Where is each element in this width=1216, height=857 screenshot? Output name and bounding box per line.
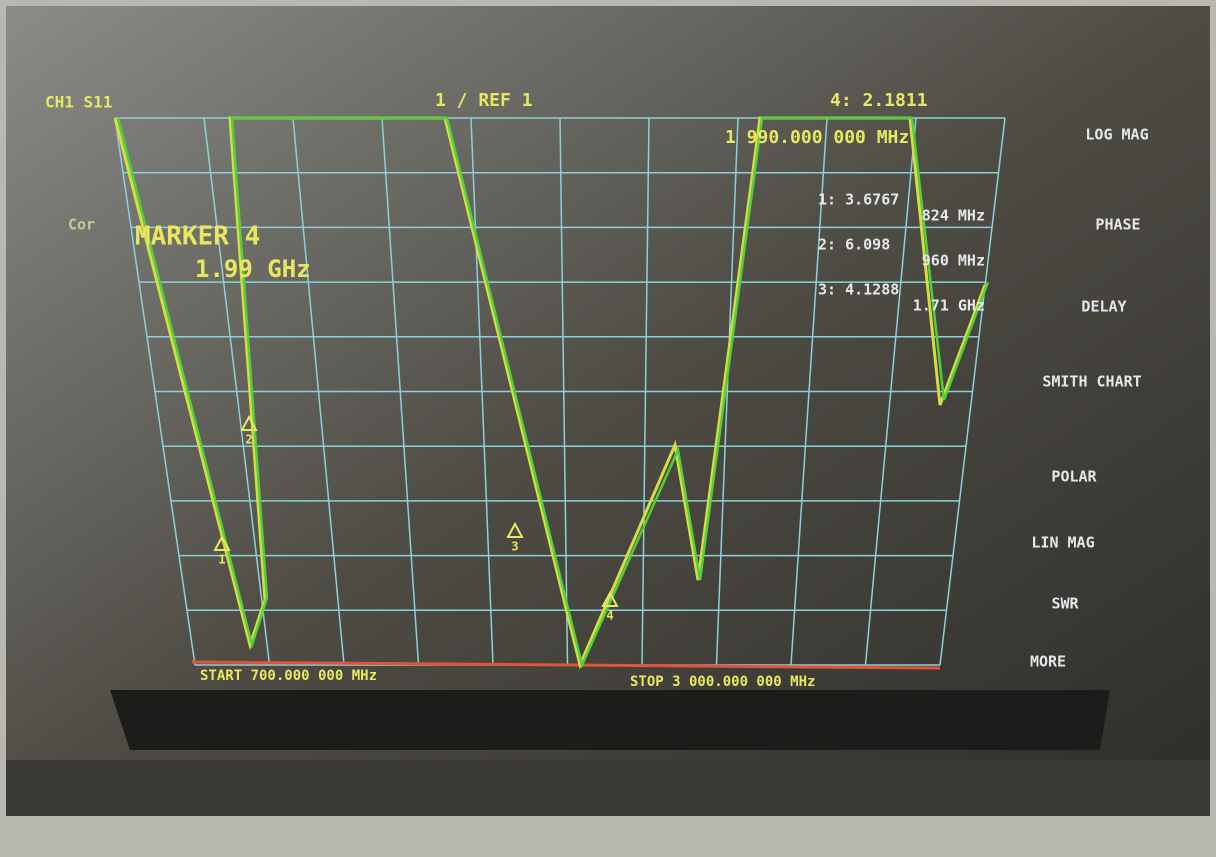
marker-number: 1 [218, 553, 225, 567]
marker-triangle [213, 534, 231, 551]
correction: Cor [68, 216, 95, 234]
softkey: MORE [1030, 653, 1066, 671]
bezel-bottom [6, 760, 1210, 816]
stop: STOP 3 000.000 000 MHz [630, 674, 815, 690]
grid [114, 117, 1006, 666]
softkey: SWR [1051, 595, 1079, 613]
marker-list: 1: 3.6767 824 MHz 2: 6.098 960 MHz 3: 4.1288… [818, 191, 985, 315]
trace-memory [113, 116, 987, 670]
softkey: PHASE [1095, 216, 1140, 234]
marker-freq: 960 MHz [922, 252, 985, 270]
marker-freq: 824 MHz [922, 207, 985, 225]
start: START 700.000 000 MHz [200, 668, 377, 684]
bezel [110, 690, 1110, 750]
marker-frequency: 1 990.000 000 MHz [725, 127, 909, 148]
marker-triangle [240, 414, 258, 431]
marker-label: MARKER 4 [135, 222, 260, 252]
marker-value: 2: 6.098 [818, 236, 890, 254]
reference-line [191, 660, 941, 670]
marker-number: 3 [511, 540, 518, 554]
ref: 1 / REF 1 [435, 90, 533, 111]
marker-readout: 4: 2.1811 [830, 90, 928, 111]
trace-markers: 1 2 3 4 [213, 414, 619, 623]
softkey: LOG MAG [1085, 126, 1148, 144]
trace [116, 116, 990, 669]
softkeys: LOG MAG PHASE DELAY SMITH CHART POLAR LIN MAG… [1030, 126, 1149, 671]
marker-number: 4 [606, 609, 613, 623]
marker-triangle [601, 590, 619, 607]
marker-value: 1.99 GHz [195, 255, 311, 283]
marker-freq: 1.71 GHz [913, 297, 985, 315]
softkey: DELAY [1081, 298, 1126, 316]
marker-number: 2 [245, 433, 252, 447]
marker-value: 3: 4.1288 [818, 281, 899, 299]
channel: CH1 S11 [45, 93, 112, 112]
softkey: POLAR [1051, 468, 1097, 486]
softkey: LIN MAG [1031, 534, 1094, 552]
softkey: SMITH CHART [1042, 373, 1141, 391]
marker-triangle [506, 521, 524, 538]
marker-value: 1: 3.6767 [818, 191, 899, 209]
